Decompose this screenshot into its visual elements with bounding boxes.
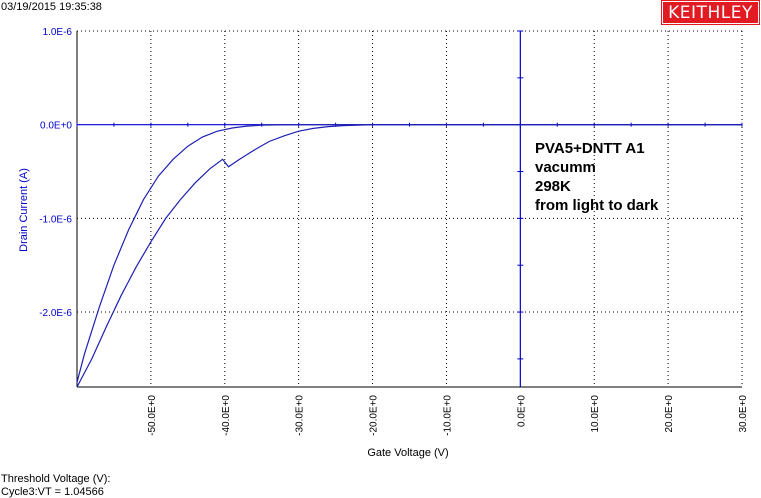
y-tick-label: -2.0E-6: [39, 308, 72, 319]
x-tick-label: 20.0E+0: [664, 395, 675, 433]
x-tick-label: -20.0E+0: [369, 395, 380, 436]
x-tick-label: -40.0E+0: [221, 395, 232, 436]
x-tick-label: 10.0E+0: [590, 395, 601, 433]
threshold-label: Threshold Voltage (V):: [1, 473, 111, 485]
annotation-line: 298K: [535, 178, 571, 195]
threshold-value: Cycle3:VT = 1.04566: [1, 486, 104, 498]
grid: [77, 30, 743, 387]
x-tick-label: 0.0E+0: [516, 395, 527, 427]
x-tick-label: -10.0E+0: [442, 395, 453, 436]
y-tick-label: 1.0E-6: [43, 27, 73, 38]
annotation-line: vacumm: [535, 159, 596, 176]
x-ticks: -50.0E+0 -40.0E+0 -30.0E+0 -20.0E+0 -10.0E+0…: [147, 395, 749, 436]
annotations: PVA5+DNTT A1 vacumm 298K from light to dark: [535, 140, 659, 214]
series: [76, 124, 742, 388]
annotation-line: PVA5+DNTT A1: [535, 140, 645, 157]
series-line-1: [76, 124, 742, 383]
y-ticks: 1.0E-6 0.0E+0 -1.0E-6 -2.0E-6: [39, 27, 72, 319]
x-tick-label: -30.0E+0: [295, 395, 306, 436]
x-tick-label: 30.0E+0: [738, 395, 749, 433]
keithley-logo: KEITHLEY: [661, 0, 760, 25]
y-axis-label: Drain Current (A): [18, 168, 30, 252]
y-tick-label: 0.0E+0: [40, 121, 72, 132]
x-tick-label: -50.0E+0: [147, 395, 158, 436]
x-axis-label: Gate Voltage (V): [367, 447, 448, 459]
series-line-2: [76, 124, 742, 388]
timestamp: 03/19/2015 19:35:38: [1, 1, 102, 13]
y-tick-label: -1.0E-6: [39, 214, 72, 225]
annotation-line: from light to dark: [535, 197, 659, 214]
